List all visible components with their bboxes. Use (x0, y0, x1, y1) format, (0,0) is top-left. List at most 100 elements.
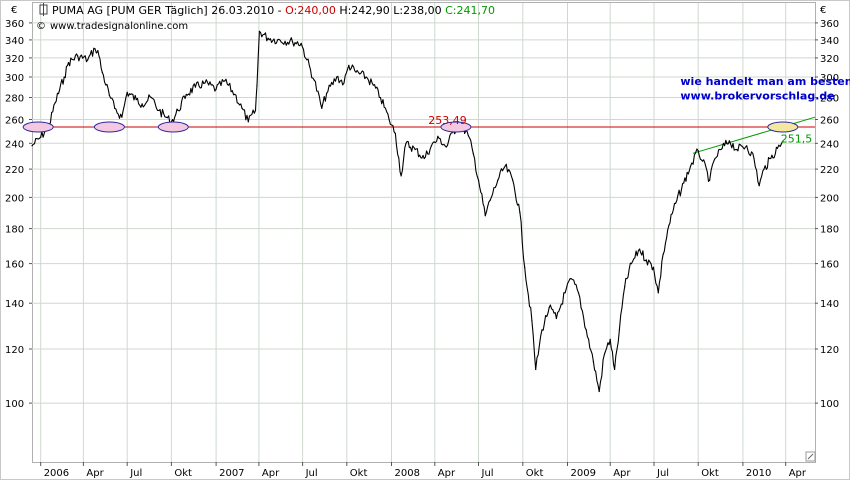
price-point (564, 292, 566, 294)
price-point (541, 329, 543, 331)
price-point (94, 48, 96, 50)
price-point (258, 30, 260, 32)
price-point (519, 212, 521, 214)
price-point (313, 79, 315, 81)
price-point (758, 185, 760, 187)
price-point (689, 165, 692, 167)
marker-layer (22, 121, 799, 133)
price-point (776, 147, 779, 149)
header-title: PUMA AG [PUM GER Täglich] 26.03.2010 (52, 4, 274, 17)
x-tick-label: Okt (701, 468, 719, 479)
price-point (121, 116, 123, 118)
price-point (477, 179, 480, 181)
price-point (135, 99, 137, 101)
price-point (592, 361, 595, 363)
price-point (652, 266, 655, 268)
currency-right: € (820, 5, 826, 16)
y-tick-label-left: 160 (5, 260, 24, 271)
price-point (683, 182, 685, 184)
y-tick-label-right: 360 (820, 19, 839, 30)
x-tick-label: Apr (262, 468, 280, 479)
price-point (445, 146, 447, 148)
y-tick-label-left: 360 (5, 19, 24, 30)
x-tick-label: Okt (350, 468, 368, 479)
price-point (657, 292, 659, 294)
series-layer (31, 30, 784, 393)
price-point (365, 76, 367, 78)
y-tick-label-left: 240 (5, 139, 24, 150)
price-point (645, 259, 647, 261)
y-tick-label-right: 320 (820, 54, 839, 65)
level-marker (22, 121, 54, 133)
x-tick-label: Jul (305, 468, 318, 479)
annotation-label: 251,5 (781, 132, 813, 145)
annotation-label: wie handelt man am besten die Aktie ? (680, 75, 850, 88)
price-point (701, 160, 704, 162)
price-point (721, 147, 723, 149)
price-point (241, 107, 243, 109)
price-point (321, 107, 323, 109)
price-point (630, 263, 633, 265)
price-point (267, 37, 269, 39)
price-point (555, 317, 558, 320)
price-point (504, 165, 506, 167)
y-tick-label-right: 120 (820, 345, 839, 356)
price-point (535, 368, 537, 371)
price-point (54, 102, 56, 104)
price-point (770, 157, 772, 160)
x-tick-label: Apr (613, 468, 631, 479)
y-tick-label-left: 220 (5, 165, 24, 176)
price-point (108, 94, 110, 96)
y-tick-label-right: 160 (820, 260, 839, 271)
y-tick-label-right: 140 (820, 299, 839, 310)
price-point (728, 140, 731, 142)
price-point (405, 142, 407, 144)
price-point (675, 202, 677, 204)
price-point (531, 320, 533, 322)
price-point (63, 76, 65, 78)
price-point (165, 116, 167, 118)
x-tick-label: Okt (174, 468, 192, 479)
price-point (598, 390, 600, 393)
y-tick-label-left: 140 (5, 299, 24, 310)
price-point (343, 82, 345, 84)
price-point (204, 82, 206, 84)
grid-layer (32, 3, 815, 462)
price-point (87, 59, 89, 61)
price-point (524, 266, 526, 268)
price-point (668, 224, 670, 226)
x-tick-label: Apr (86, 468, 104, 479)
y-tick-label-left: 320 (5, 54, 24, 65)
price-point (394, 132, 396, 135)
level-marker (767, 121, 799, 133)
price-point (126, 91, 128, 93)
y-tick-label-right: 300 (820, 73, 839, 84)
price-point (662, 253, 664, 256)
price-point (609, 338, 611, 340)
resize-grip-icon[interactable] (805, 451, 816, 462)
price-point (430, 145, 432, 147)
price-point (372, 84, 374, 86)
plot-area (32, 2, 816, 463)
price-point (467, 135, 469, 137)
y-tick-label-right: 180 (820, 225, 839, 236)
price-point (763, 168, 765, 170)
x-tick-label: Okt (526, 468, 544, 479)
price-point (438, 137, 440, 139)
y-tick-label-left: 180 (5, 225, 24, 236)
price-point (234, 93, 236, 95)
x-tick-label: Jul (481, 468, 494, 479)
price-point (497, 179, 499, 181)
x-tick-label: 2010 (746, 468, 771, 479)
price-point (141, 103, 143, 105)
price-point (388, 118, 390, 121)
axis-layer: 100 100 120 120 140 140 160 160 180 180 200 200 220 2… (5, 19, 839, 479)
y-tick-label-right: 220 (820, 165, 839, 176)
level-marker (93, 121, 125, 133)
level-marker (440, 121, 472, 133)
price-point (40, 136, 42, 138)
price-point (697, 150, 699, 152)
price-point (585, 329, 587, 331)
price-point (158, 109, 160, 112)
